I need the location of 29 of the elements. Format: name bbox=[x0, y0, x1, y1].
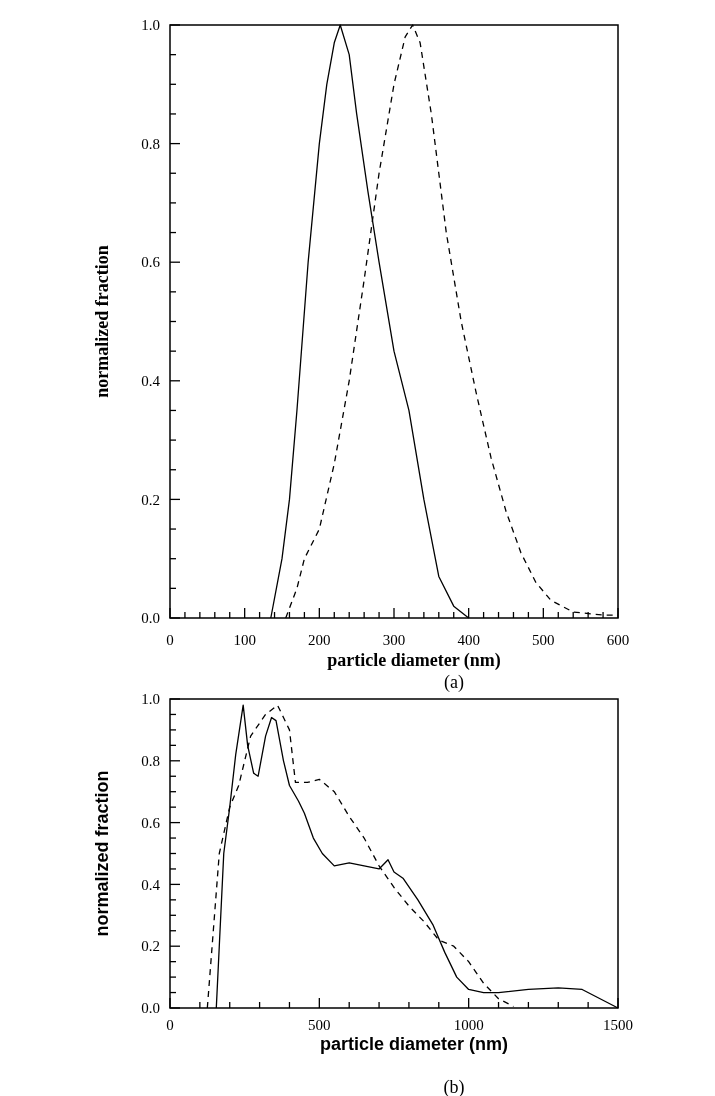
y-tick-label: 0.2 bbox=[141, 938, 160, 955]
y-tick-label: 0.8 bbox=[141, 753, 160, 770]
y-tick-label: 1.0 bbox=[141, 17, 160, 34]
x-axis-title: particle diameter (nm) bbox=[327, 650, 501, 671]
x-tick-label: 200 bbox=[308, 632, 331, 648]
x-tick-label: 1500 bbox=[603, 1017, 633, 1033]
y-tick-label: 0.8 bbox=[141, 135, 160, 152]
x-tick-label: 0 bbox=[166, 632, 174, 648]
x-tick-label: 1000 bbox=[453, 1017, 484, 1033]
x-tick-label: 500 bbox=[308, 1017, 331, 1033]
y-tick-label: 0.4 bbox=[141, 373, 161, 390]
y-tick-label: 0.6 bbox=[141, 814, 161, 831]
y-tick-label: 0.6 bbox=[141, 254, 161, 271]
x-tick-label: 500 bbox=[532, 632, 555, 648]
text: (b) bbox=[443, 1077, 465, 1096]
y-tick-label: 0.0 bbox=[141, 1000, 160, 1017]
x-tick-label: 600 bbox=[606, 632, 630, 648]
x-axis-title: particle diameter (nm) bbox=[319, 1034, 509, 1054]
x-tick-label: 0 bbox=[166, 1017, 174, 1033]
y-tick-label: 0.4 bbox=[141, 876, 161, 893]
y-axis-title: normalized fraction bbox=[92, 770, 112, 937]
x-tick-label: 300 bbox=[382, 632, 406, 648]
text: (a) bbox=[444, 672, 464, 693]
y-tick-label: 0.0 bbox=[141, 610, 160, 627]
y-tick-label: 1.0 bbox=[141, 691, 160, 708]
x-tick-label: 400 bbox=[457, 632, 480, 648]
x-tick-label: 100 bbox=[233, 632, 256, 648]
y-tick-label: 0.2 bbox=[141, 491, 160, 508]
y-axis-title: normalized fraction bbox=[92, 245, 112, 398]
